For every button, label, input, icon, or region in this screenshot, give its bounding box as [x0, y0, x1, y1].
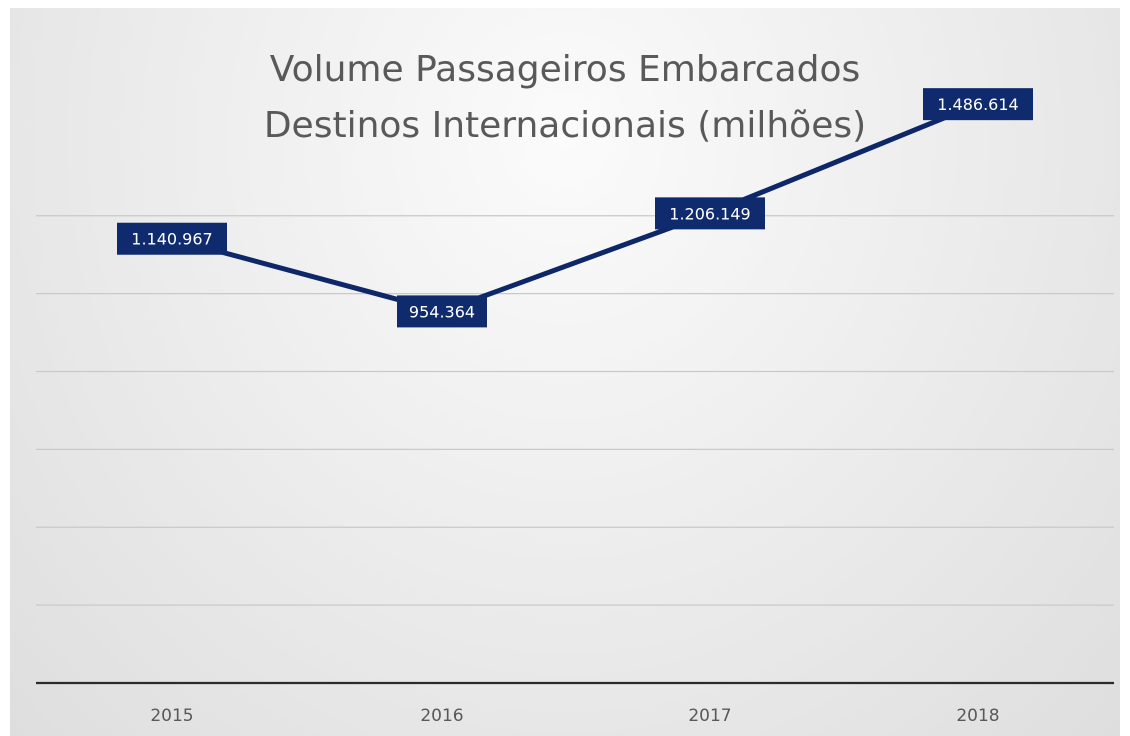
chart-title-line-2: Destinos Internacionais (milhões)	[263, 105, 867, 146]
x-tick-label: 2015	[150, 706, 193, 726]
data-label-box	[655, 197, 765, 230]
x-tick-label: 2017	[688, 706, 731, 726]
data-label: 1.486.614	[923, 88, 1033, 121]
data-label: 1.140.967	[117, 222, 227, 255]
chart-title-line-1: Volume Passageiros Embarcados	[269, 49, 861, 90]
x-tick-label: 2016	[420, 706, 463, 726]
line-chart: 2015 2016 2017 2018 1.140.967 954.364 1.206.14…	[36, 88, 1114, 726]
data-label-box	[117, 222, 227, 255]
data-label-text: 1.486.614	[937, 95, 1018, 114]
data-label-text: 1.140.967	[131, 230, 212, 249]
data-label-box	[397, 295, 487, 328]
data-label: 1.206.149	[655, 197, 765, 230]
chart-title: Volume Passageiros Embarcados Destinos I…	[10, 42, 1120, 154]
data-label-text: 1.206.149	[669, 204, 750, 223]
chart-area: Volume Passageiros Embarcados Destinos I…	[10, 8, 1120, 736]
data-label-text: 954.364	[409, 302, 475, 321]
data-label: 954.364	[397, 295, 487, 328]
series-line	[169, 101, 981, 314]
x-tick-label: 2018	[956, 706, 999, 726]
data-label-box	[923, 88, 1033, 121]
